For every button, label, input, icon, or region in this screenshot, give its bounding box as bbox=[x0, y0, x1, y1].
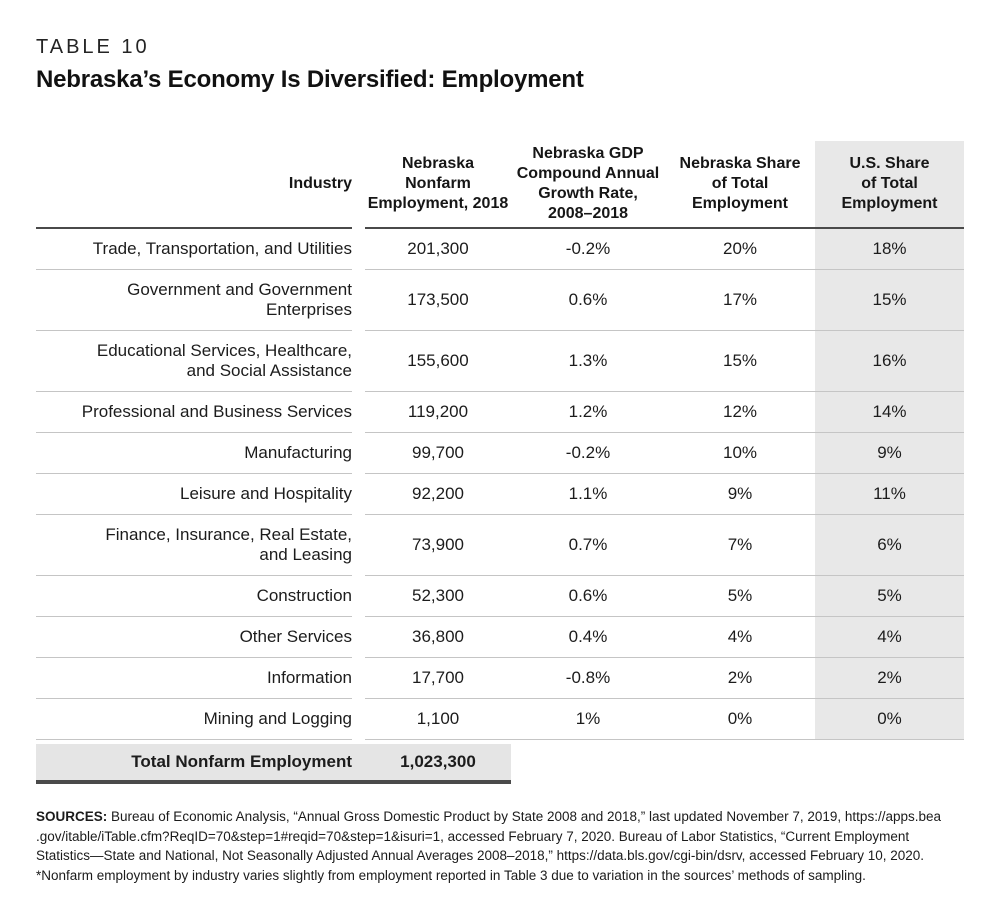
employment-cell: 155,600 bbox=[407, 351, 469, 370]
growth-rate-cell: 0.7% bbox=[568, 535, 608, 554]
column-gap bbox=[352, 699, 365, 740]
column-header-us-share: U.S. Share of Total Employment bbox=[815, 141, 964, 227]
total-row-label: Total Nonfarm Employment bbox=[131, 752, 352, 771]
sampling-note: *Nonfarm employment by industry varies s… bbox=[36, 867, 866, 883]
table-row: Professional and Business Services 119,2… bbox=[36, 392, 964, 433]
employment-cell: 52,300 bbox=[412, 586, 464, 605]
column-gap bbox=[352, 658, 365, 699]
nebraska-share-cell: 20% bbox=[722, 239, 758, 258]
sources-text: Bureau of Economic Analysis, “Annual Gro… bbox=[36, 809, 941, 863]
growth-rate-cell: 0.4% bbox=[568, 627, 608, 646]
column-gap bbox=[352, 576, 365, 617]
column-gap bbox=[352, 229, 365, 270]
nebraska-share-cell: 2% bbox=[727, 668, 753, 687]
footnotes: SOURCES: Bureau of Economic Analysis, “A… bbox=[36, 807, 964, 885]
employment-cell: 92,200 bbox=[412, 484, 464, 503]
industry-cell: Mining and Logging bbox=[36, 699, 352, 740]
column-header-nebraska-share: Nebraska Share of Total Employment bbox=[679, 155, 801, 212]
column-gap bbox=[352, 515, 365, 576]
column-gap bbox=[352, 141, 365, 229]
growth-rate-cell: 1.3% bbox=[568, 351, 608, 370]
table-row: Other Services 36,800 0.4% 4% 4% bbox=[36, 617, 964, 658]
industry-cell: Professional and Business Services bbox=[36, 392, 352, 433]
employment-table: Industry Nebraska Nonfarm Employment, 20… bbox=[36, 141, 964, 784]
employment-cell: 36,800 bbox=[412, 627, 464, 646]
us-share-cell: 5% bbox=[815, 576, 964, 616]
column-gap bbox=[352, 617, 365, 658]
nebraska-share-cell: 15% bbox=[722, 351, 758, 370]
column-gap bbox=[352, 744, 365, 780]
industry-cell: Finance, Insurance, Real Estate, and Lea… bbox=[36, 515, 352, 576]
nebraska-share-cell: 9% bbox=[727, 484, 753, 503]
us-share-cell: 6% bbox=[815, 515, 964, 575]
nebraska-share-cell: 12% bbox=[722, 402, 758, 421]
nebraska-share-cell: 4% bbox=[727, 627, 753, 646]
growth-rate-cell: 1.2% bbox=[568, 402, 608, 421]
growth-rate-cell: -0.2% bbox=[565, 443, 611, 462]
industry-cell: Trade, Transportation, and Utilities bbox=[36, 229, 352, 270]
industry-cell: Educational Services, Healthcare, and So… bbox=[36, 331, 352, 392]
us-share-cell: 0% bbox=[815, 699, 964, 739]
column-gap bbox=[352, 331, 365, 392]
table-row: Finance, Insurance, Real Estate, and Lea… bbox=[36, 515, 964, 576]
column-gap bbox=[352, 392, 365, 433]
table-header-row: Industry Nebraska Nonfarm Employment, 20… bbox=[36, 141, 964, 229]
employment-cell: 73,900 bbox=[412, 535, 464, 554]
us-share-cell: 16% bbox=[815, 331, 964, 391]
industry-cell: Government and Government Enterprises bbox=[36, 270, 352, 331]
nebraska-share-cell: 0% bbox=[727, 709, 753, 728]
employment-cell: 17,700 bbox=[412, 668, 464, 687]
column-header-nonfarm-employment: Nebraska Nonfarm Employment, 2018 bbox=[367, 155, 509, 212]
table-row: Government and Government Enterprises 17… bbox=[36, 270, 964, 331]
growth-rate-cell: -0.2% bbox=[565, 239, 611, 258]
table-row: Information 17,700 -0.8% 2% 2% bbox=[36, 658, 964, 699]
growth-rate-cell: 1% bbox=[575, 709, 601, 728]
employment-cell: 201,300 bbox=[407, 239, 469, 258]
employment-cell: 173,500 bbox=[407, 290, 469, 309]
employment-cell: 119,200 bbox=[407, 402, 469, 421]
us-share-cell: 2% bbox=[815, 658, 964, 698]
sources-paragraph: SOURCES: Bureau of Economic Analysis, “A… bbox=[36, 807, 964, 866]
table-row: Mining and Logging 1,100 1% 0% 0% bbox=[36, 699, 964, 740]
column-gap bbox=[352, 270, 365, 331]
table-row: Leisure and Hospitality 92,200 1.1% 9% 1… bbox=[36, 474, 964, 515]
growth-rate-cell: -0.8% bbox=[565, 668, 611, 687]
nebraska-share-cell: 17% bbox=[722, 290, 758, 309]
growth-rate-cell: 0.6% bbox=[568, 586, 608, 605]
growth-rate-cell: 0.6% bbox=[568, 290, 608, 309]
nebraska-share-cell: 5% bbox=[727, 586, 753, 605]
us-share-cell: 14% bbox=[815, 392, 964, 432]
table-row: Trade, Transportation, and Utilities 201… bbox=[36, 229, 964, 270]
industry-cell: Manufacturing bbox=[36, 433, 352, 474]
table-number: TABLE 10 bbox=[36, 36, 150, 58]
us-share-cell: 15% bbox=[815, 270, 964, 330]
us-share-cell: 18% bbox=[815, 229, 964, 269]
nebraska-share-cell: 10% bbox=[722, 443, 758, 462]
column-gap bbox=[352, 474, 365, 515]
table-body: Trade, Transportation, and Utilities 201… bbox=[36, 229, 964, 740]
us-share-cell: 4% bbox=[815, 617, 964, 657]
table-row: Construction 52,300 0.6% 5% 5% bbox=[36, 576, 964, 617]
industry-cell: Construction bbox=[36, 576, 352, 617]
employment-cell: 99,700 bbox=[412, 443, 464, 462]
us-share-cell: 9% bbox=[815, 433, 964, 473]
total-row: Total Nonfarm Employment 1,023,300 bbox=[36, 744, 511, 784]
industry-cell: Information bbox=[36, 658, 352, 699]
column-header-gdp-growth-rate: Nebraska GDP Compound Annual Growth Rate… bbox=[516, 145, 660, 222]
growth-rate-cell: 1.1% bbox=[568, 484, 608, 503]
table-title: Nebraska’s Economy Is Diversified: Emplo… bbox=[36, 66, 584, 93]
us-share-cell: 11% bbox=[815, 474, 964, 514]
table-row: Manufacturing 99,700 -0.2% 10% 9% bbox=[36, 433, 964, 474]
sources-label: SOURCES: bbox=[36, 809, 108, 824]
total-row-value: 1,023,300 bbox=[400, 752, 476, 771]
column-gap bbox=[352, 433, 365, 474]
column-header-industry: Industry bbox=[36, 141, 352, 229]
employment-cell: 1,100 bbox=[416, 709, 460, 728]
table-row: Educational Services, Healthcare, and So… bbox=[36, 331, 964, 392]
industry-cell: Other Services bbox=[36, 617, 352, 658]
industry-cell: Leisure and Hospitality bbox=[36, 474, 352, 515]
nebraska-share-cell: 7% bbox=[727, 535, 753, 554]
